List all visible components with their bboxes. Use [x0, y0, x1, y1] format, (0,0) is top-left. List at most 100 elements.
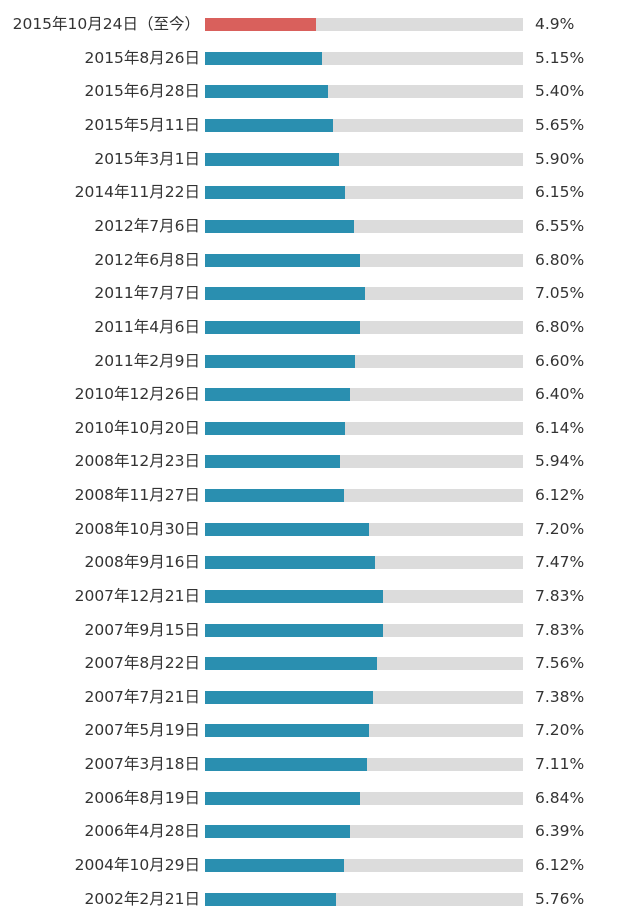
bar-row: 2011年2月9日 6.60% [0, 345, 640, 379]
bar-track [205, 85, 523, 99]
value-label: 6.55% [535, 216, 585, 235]
category-label: 2002年2月21日 [84, 889, 200, 908]
bar-track [205, 320, 523, 334]
rate-bar [205, 421, 345, 435]
bar-row: 2008年12月23日 5.94% [0, 445, 640, 479]
rate-bar [205, 354, 355, 368]
bar-row: 2002年2月21日 5.76% [0, 883, 640, 916]
bar-row: 2012年7月6日 6.55% [0, 210, 640, 244]
bar-row: 2007年9月15日 7.83% [0, 614, 640, 648]
category-label: 2007年9月15日 [84, 620, 200, 639]
category-label: 2015年8月26日 [84, 48, 200, 67]
category-label: 2007年3月18日 [84, 755, 200, 774]
rate-bar [205, 825, 351, 839]
value-label: 7.83% [535, 586, 585, 605]
bar-row: 2014年11月22日 6.15% [0, 176, 640, 210]
category-label: 2008年9月16日 [84, 553, 200, 572]
value-label: 5.94% [535, 452, 585, 471]
value-label: 4.9% [535, 15, 575, 34]
value-label: 7.05% [535, 284, 585, 303]
rate-bar [205, 287, 366, 301]
value-label: 6.12% [535, 855, 585, 874]
value-label: 5.65% [535, 116, 585, 135]
value-label: 6.40% [535, 385, 585, 404]
value-label: 6.39% [535, 822, 585, 841]
bar-track [205, 253, 523, 267]
bar-row: 2015年3月1日 5.90% [0, 143, 640, 177]
bar-row: 2007年8月22日 7.56% [0, 647, 640, 681]
bar-row: 2006年8月19日 6.84% [0, 782, 640, 816]
rate-bar [205, 690, 373, 704]
bar-track [205, 858, 523, 872]
value-label: 7.20% [535, 519, 585, 538]
value-label: 7.20% [535, 721, 585, 740]
value-label: 7.11% [535, 755, 585, 774]
category-label: 2015年6月28日 [84, 82, 200, 101]
bar-track [205, 589, 523, 603]
bar-row: 2012年6月8日 6.80% [0, 244, 640, 278]
category-label: 2007年5月19日 [84, 721, 200, 740]
bar-row: 2011年7月7日 7.05% [0, 277, 640, 311]
value-label: 7.47% [535, 553, 585, 572]
bar-row: 2008年10月30日 7.20% [0, 513, 640, 547]
value-label: 5.40% [535, 82, 585, 101]
category-label: 2008年12月23日 [74, 452, 200, 471]
rate-bar [205, 623, 383, 637]
value-label: 7.38% [535, 687, 585, 706]
value-label: 6.15% [535, 183, 585, 202]
bar-track [205, 152, 523, 166]
category-label: 2012年7月6日 [94, 216, 200, 235]
rate-bar [205, 657, 377, 671]
rate-bar [205, 219, 354, 233]
value-label: 7.83% [535, 620, 585, 639]
bar-row: 2008年9月16日 7.47% [0, 546, 640, 580]
value-label: 6.12% [535, 486, 585, 505]
category-label: 2011年7月7日 [94, 284, 200, 303]
category-label: 2014年11月22日 [74, 183, 200, 202]
current-rate-bar [205, 18, 317, 32]
bar-track [205, 623, 523, 637]
bar-track [205, 119, 523, 133]
bar-track [205, 556, 523, 570]
rate-bar [205, 152, 339, 166]
bar-track [205, 825, 523, 839]
bar-track [205, 657, 523, 671]
category-label: 2008年11月27日 [74, 486, 200, 505]
bar-row: 2015年10月24日（至今） 4.9% [0, 8, 640, 42]
bar-track [205, 421, 523, 435]
rate-bar [205, 892, 336, 906]
bar-track [205, 51, 523, 65]
bar-track [205, 219, 523, 233]
category-label: 2007年12月21日 [74, 586, 200, 605]
rate-bar [205, 186, 345, 200]
bar-row: 2010年12月26日 6.40% [0, 378, 640, 412]
value-label: 6.80% [535, 317, 585, 336]
category-label: 2011年4月6日 [94, 317, 200, 336]
bar-row: 2008年11月27日 6.12% [0, 479, 640, 513]
bar-row: 2015年8月26日 5.15% [0, 42, 640, 76]
bar-row: 2011年4月6日 6.80% [0, 311, 640, 345]
value-label: 5.76% [535, 889, 585, 908]
rate-bar [205, 51, 322, 65]
rate-bar [205, 85, 328, 99]
category-label: 2015年5月11日 [84, 116, 200, 135]
bar-track [205, 388, 523, 402]
value-label: 6.60% [535, 351, 585, 370]
bar-track [205, 758, 523, 772]
bar-track [205, 18, 523, 32]
bar-track [205, 724, 523, 738]
rate-bar [205, 589, 383, 603]
bar-row: 2007年3月18日 7.11% [0, 748, 640, 782]
category-label: 2007年7月21日 [84, 687, 200, 706]
bar-row: 2007年5月19日 7.20% [0, 714, 640, 748]
category-label: 2010年12月26日 [74, 385, 200, 404]
rate-bar [205, 724, 369, 738]
category-label: 2015年10月24日（至今） [12, 15, 200, 34]
bar-track [205, 287, 523, 301]
bar-track [205, 892, 523, 906]
bar-track [205, 489, 523, 503]
bar-track [205, 186, 523, 200]
bar-track [205, 522, 523, 536]
value-label: 6.84% [535, 788, 585, 807]
bar-row: 2015年5月11日 5.65% [0, 109, 640, 143]
